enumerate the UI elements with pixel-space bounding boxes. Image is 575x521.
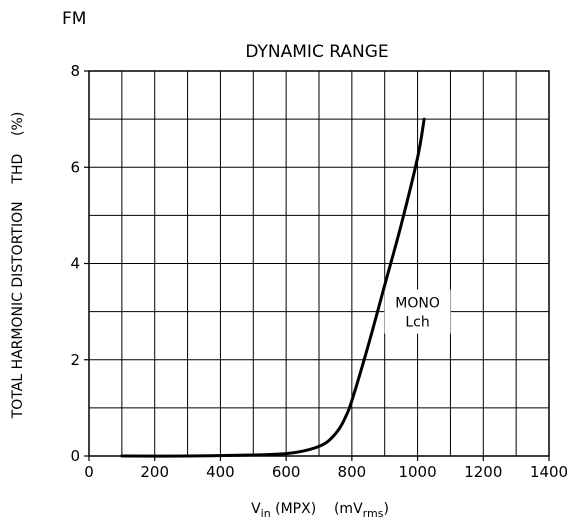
y-axis-ticks: 0 2 4 6 8 — [70, 62, 89, 465]
y-tick-label: 0 — [70, 447, 80, 465]
annotation-background — [384, 289, 451, 334]
y-tick-label: 6 — [70, 158, 80, 176]
x-tick-label: 200 — [140, 463, 169, 481]
y-axis-label: TOTAL HARMONIC DISTORTION THD (%) — [10, 112, 26, 420]
chart-title: DYNAMIC RANGE — [245, 42, 388, 62]
series-line-mono-lch — [120, 117, 426, 458]
x-axis-label-unit-sub: rms — [363, 507, 384, 520]
x-tick-label: 1400 — [530, 463, 568, 481]
y-tick-label: 4 — [70, 255, 80, 273]
annotation-label: MONO — [395, 296, 440, 312]
corner-label: FM — [62, 9, 86, 29]
x-axis-label: Vin (MPX) (mVrms) — [251, 501, 389, 520]
grid — [89, 71, 549, 456]
x-tick-label: 0 — [84, 463, 94, 481]
x-axis-label-close: ) — [383, 501, 388, 517]
x-tick-label: 1200 — [464, 463, 502, 481]
x-tick-label: 1000 — [398, 463, 436, 481]
x-tick-label: 600 — [272, 463, 301, 481]
annotation-layer: MONO Lch — [384, 289, 451, 334]
series-layer — [120, 117, 426, 458]
x-axis-ticks: 0 200 400 600 800 1000 1200 1400 — [84, 456, 568, 481]
x-axis-label-sub: in — [261, 507, 271, 520]
x-axis-label-rest: (MPX) (mV — [271, 501, 363, 517]
annotation-label: Lch — [405, 315, 429, 331]
x-tick-label: 400 — [206, 463, 235, 481]
x-axis-label-main: V — [251, 501, 261, 517]
x-tick-label: 800 — [338, 463, 367, 481]
y-tick-label: 2 — [70, 351, 80, 369]
y-tick-label: 8 — [70, 62, 80, 80]
